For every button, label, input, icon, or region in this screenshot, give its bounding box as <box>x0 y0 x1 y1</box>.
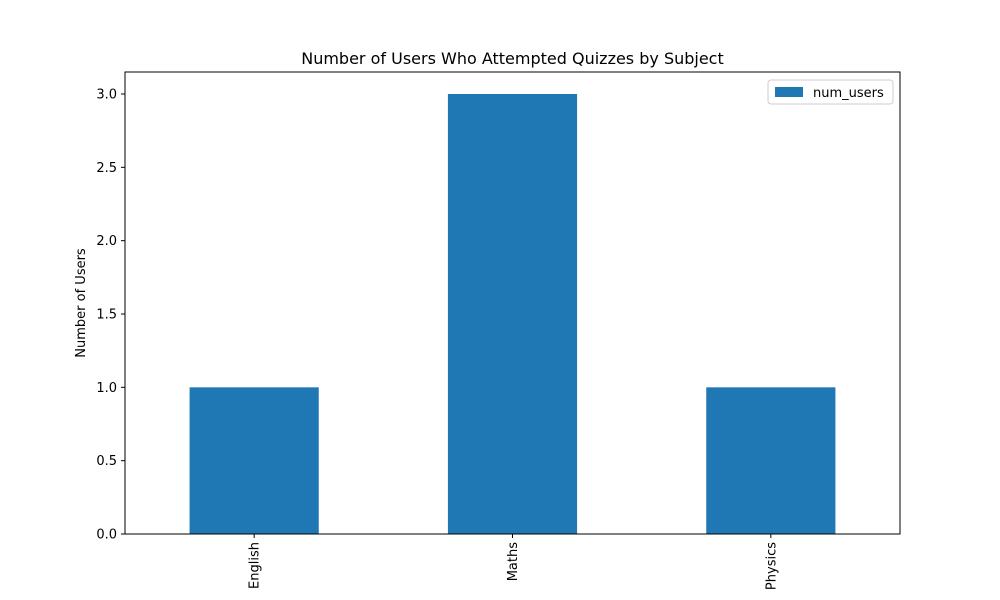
y-axis: 0.0 0.5 1.0 1.5 2.0 2.5 3.0 <box>96 88 125 543</box>
legend-frame <box>767 79 894 105</box>
legend-label: num_users <box>813 86 884 101</box>
bar-physics <box>706 387 836 534</box>
y-tick-label: 0.5 <box>96 454 117 469</box>
legend-swatch <box>775 87 803 97</box>
x-axis: English Maths Physics <box>248 534 779 590</box>
x-tick-label-english: English <box>248 542 263 589</box>
y-tick-label: 1.0 <box>96 381 117 396</box>
y-tick-label: 0.0 <box>96 528 117 543</box>
x-tick-label-maths: Maths <box>506 542 521 582</box>
y-tick-label: 2.5 <box>96 161 117 176</box>
plot-area <box>124 71 901 535</box>
y-tick-label: 3.0 <box>96 88 117 103</box>
x-tick-label-physics: Physics <box>764 542 779 590</box>
y-axis-label: Number of Users <box>74 248 89 358</box>
y-tick-label: 2.0 <box>96 234 117 249</box>
y-tick-label: 1.5 <box>96 308 117 323</box>
chart-title: Number of Users Who Attempted Quizzes by… <box>301 49 724 68</box>
bar-maths <box>447 94 578 534</box>
legend: num_users <box>767 79 894 105</box>
bars-group <box>189 94 836 534</box>
bar-english <box>189 387 319 534</box>
